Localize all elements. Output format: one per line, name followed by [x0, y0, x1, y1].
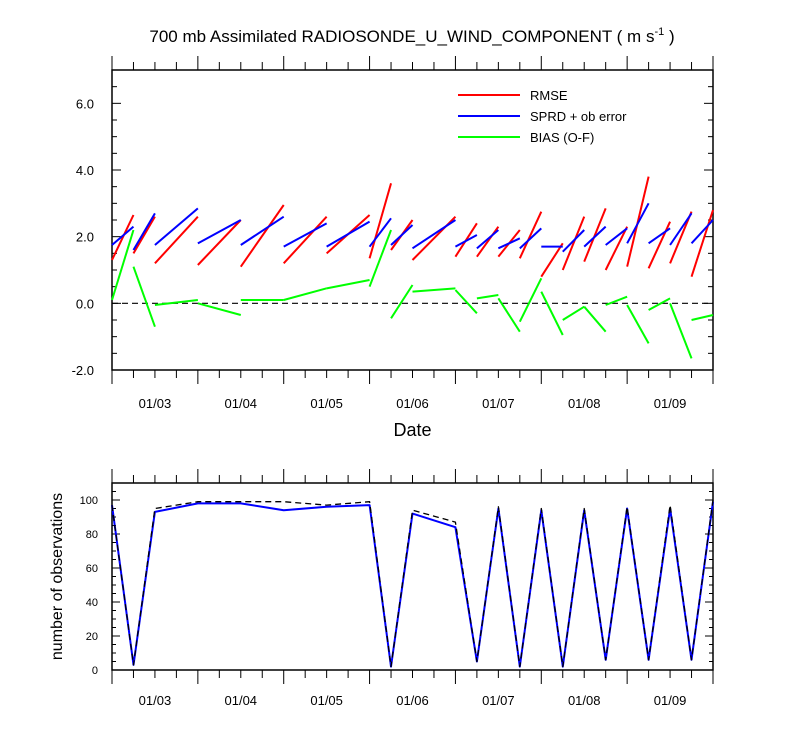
sprd-line-segment	[111, 225, 135, 246]
chart-title-superscript: -1	[654, 26, 664, 38]
rmse-line-segment	[132, 216, 156, 254]
sprd-line-segment	[626, 202, 650, 244]
sprd-line-group	[111, 202, 714, 253]
top-x-tick-label: 01/04	[225, 396, 258, 411]
bias-line-segment	[669, 302, 693, 359]
bias-line-segment	[132, 266, 156, 328]
rmse-line-segment	[540, 242, 564, 278]
rmse-line-legend-label: RMSE	[530, 88, 568, 103]
top-x-tick-label: 01/08	[568, 396, 601, 411]
bias-line-segment	[648, 297, 671, 311]
top-x-tick-label: 01/03	[139, 396, 172, 411]
bottom-y-tick-label: 60	[86, 563, 98, 575]
bias-line-segment	[390, 284, 414, 319]
bias-line-segment	[497, 297, 521, 333]
bottom-x-tick-label: 01/07	[482, 693, 515, 708]
bias-line-segment	[605, 295, 628, 306]
bias-line-segment	[154, 299, 198, 306]
bias-line-legend-label: BIAS (O-F)	[530, 130, 594, 145]
bias-line-segment	[111, 229, 135, 301]
rmse-line-segment	[647, 221, 671, 269]
sprd-line-segment	[197, 219, 242, 245]
rmse-line-group	[111, 176, 714, 278]
sprd-line-segment	[648, 227, 671, 245]
bottom-y-tick-label: 0	[92, 665, 98, 677]
obs-possible-line	[111, 499, 714, 668]
sprd-line-segment	[283, 222, 328, 248]
bias-line-segment	[562, 305, 585, 321]
bias-line-segment	[626, 304, 650, 344]
sprd-line-segment	[326, 220, 371, 248]
sprd-line-segment	[497, 237, 521, 250]
bottom-y-tick-label: 80	[86, 529, 98, 541]
bottom-y-tick-label: 100	[80, 495, 98, 507]
bias-line-segment	[691, 314, 714, 321]
top-y-tick-label: 6.0	[76, 96, 94, 111]
sprd-line-segment	[669, 212, 693, 246]
sprd-line-segment	[154, 207, 199, 246]
bias-line-segment	[518, 277, 543, 323]
rmse-line-segment	[518, 211, 543, 259]
bias-line-segment	[540, 291, 564, 336]
sprd-line-segment	[583, 225, 607, 248]
top-x-tick-label: 01/05	[310, 396, 343, 411]
bias-line-segment	[368, 229, 392, 288]
top-y-tick-label: -2.0	[72, 363, 94, 378]
bottom-x-tick-label: 01/08	[568, 693, 601, 708]
sprd-line-segment	[690, 219, 714, 245]
rmse-line-segment	[111, 214, 135, 261]
sprd-line-segment	[562, 229, 585, 253]
rmse-line-segment	[197, 219, 242, 266]
sprd-line-segment	[368, 217, 392, 248]
rmse-line-segment	[282, 215, 328, 265]
chart-title: 700 mb Assimilated RADIOSONDE_U_WIND_COM…	[149, 26, 674, 46]
bottom-y-tick-label: 20	[86, 631, 98, 643]
sprd-line-segment	[390, 224, 414, 246]
rmse-line-segment	[604, 226, 629, 271]
rmse-line-segment	[368, 183, 392, 259]
bottom-x-tick-label: 01/06	[396, 693, 429, 708]
rmse-line-segment	[154, 215, 199, 265]
bottom-x-tick-label: 01/05	[310, 693, 343, 708]
bottom-y-axis-label: number of observations	[49, 493, 66, 660]
sprd-line-segment	[411, 219, 456, 250]
bottom-x-tick-label: 01/03	[139, 693, 172, 708]
sprd-line-segment	[605, 227, 628, 246]
sprd-line-segment	[476, 229, 500, 250]
top-y-tick-label: 4.0	[76, 163, 94, 178]
rmse-line-segment	[476, 226, 500, 258]
sprd-line-segment	[132, 212, 156, 251]
bias-line-segment	[283, 287, 327, 301]
bias-line-segment	[476, 294, 499, 300]
bias-line-segment	[583, 306, 607, 333]
top-x-tick-label: 01/06	[396, 396, 429, 411]
top-y-tick-label: 2.0	[76, 230, 94, 245]
bottom-y-tick-label: 40	[86, 597, 98, 609]
rmse-line-segment	[690, 209, 714, 277]
rmse-line-segment	[561, 216, 586, 271]
sprd-line-segment	[240, 215, 285, 246]
top-x-tick-label: 01/07	[482, 396, 515, 411]
bias-line-group	[111, 229, 714, 359]
sprd-line-segment	[519, 227, 542, 250]
top-x-tick-label: 01/09	[654, 396, 687, 411]
sprd-line-legend-label: SPRD + ob error	[530, 109, 627, 124]
rmse-line-segment	[239, 204, 285, 268]
top-x-axis-label: Date	[393, 420, 431, 440]
top-y-tick-label: 0.0	[76, 296, 94, 311]
chart-title-close: )	[664, 27, 674, 46]
bottom-x-tick-label: 01/04	[225, 693, 258, 708]
chart-title-main: 700 mb Assimilated RADIOSONDE_U_WIND_COM…	[149, 27, 654, 46]
rmse-line-segment	[583, 207, 607, 263]
bias-line-segment	[326, 279, 370, 290]
bottom-x-tick-label: 01/09	[654, 693, 687, 708]
obs-assimilated-line	[111, 501, 714, 668]
bottom-plot-frame	[111, 482, 714, 671]
sprd-line-segment	[454, 234, 478, 248]
bias-line-segment	[454, 289, 478, 315]
bias-line-segment	[197, 302, 242, 316]
bias-line-segment	[412, 287, 456, 293]
